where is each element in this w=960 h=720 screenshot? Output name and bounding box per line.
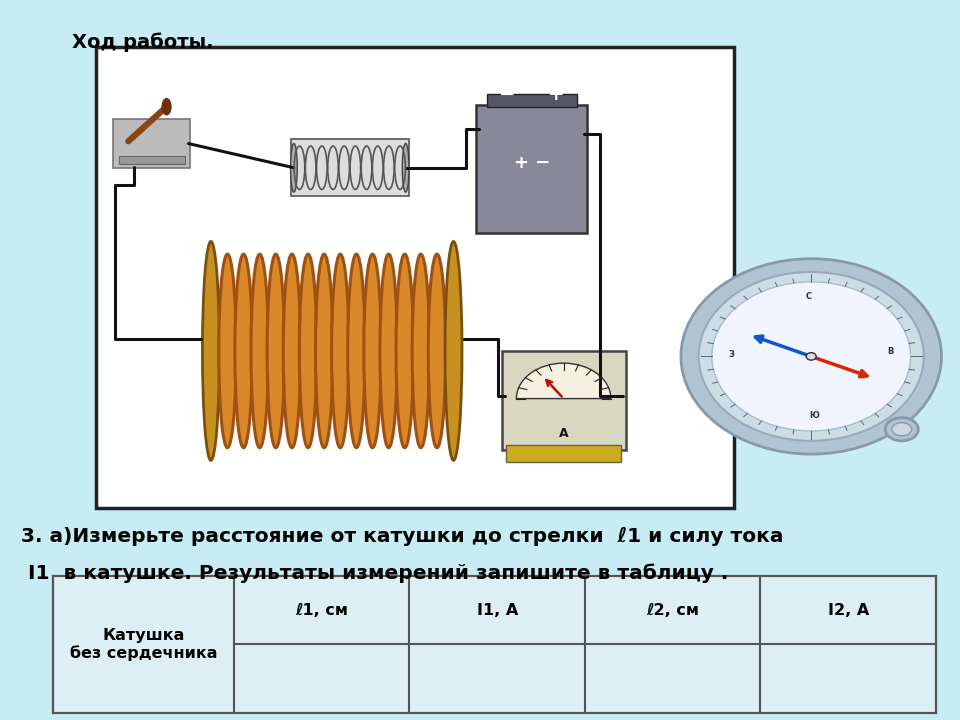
Ellipse shape bbox=[412, 254, 429, 448]
Ellipse shape bbox=[892, 423, 912, 436]
Ellipse shape bbox=[219, 254, 236, 448]
Bar bbox=[119, 156, 185, 164]
Text: Ю: Ю bbox=[809, 411, 819, 420]
Text: + −: + − bbox=[514, 153, 550, 171]
Circle shape bbox=[806, 353, 816, 360]
Ellipse shape bbox=[331, 254, 349, 448]
FancyBboxPatch shape bbox=[502, 351, 626, 450]
FancyBboxPatch shape bbox=[487, 94, 577, 107]
Text: +: + bbox=[548, 85, 564, 104]
Circle shape bbox=[699, 272, 924, 441]
Ellipse shape bbox=[402, 143, 409, 192]
Ellipse shape bbox=[300, 254, 317, 448]
Text: ℓ2, см: ℓ2, см bbox=[646, 603, 699, 618]
Ellipse shape bbox=[316, 254, 333, 448]
Wedge shape bbox=[516, 363, 611, 399]
Ellipse shape bbox=[445, 241, 462, 460]
Text: A: A bbox=[559, 427, 568, 440]
Ellipse shape bbox=[428, 254, 445, 448]
Ellipse shape bbox=[396, 254, 414, 448]
FancyBboxPatch shape bbox=[506, 445, 621, 462]
Text: Катушка
без сердечника: Катушка без сердечника bbox=[69, 628, 217, 661]
Ellipse shape bbox=[348, 254, 365, 448]
Circle shape bbox=[711, 282, 910, 431]
Ellipse shape bbox=[283, 254, 300, 448]
Text: I2, А: I2, А bbox=[828, 603, 869, 618]
Ellipse shape bbox=[885, 418, 919, 441]
Ellipse shape bbox=[364, 254, 381, 448]
FancyBboxPatch shape bbox=[96, 47, 734, 508]
Ellipse shape bbox=[267, 254, 284, 448]
Ellipse shape bbox=[162, 99, 171, 114]
Ellipse shape bbox=[235, 254, 252, 448]
Ellipse shape bbox=[251, 254, 269, 448]
Text: I1, А: I1, А bbox=[476, 603, 517, 618]
Text: С: С bbox=[805, 292, 811, 302]
FancyBboxPatch shape bbox=[291, 139, 409, 197]
Text: −: − bbox=[499, 85, 516, 104]
FancyBboxPatch shape bbox=[476, 104, 588, 233]
Text: Ход работы.: Ход работы. bbox=[72, 32, 214, 52]
Text: З: З bbox=[729, 350, 734, 359]
Text: 3. а)Измерьте расстояние от катушки до стрелки  ℓ1 и силу тока: 3. а)Измерьте расстояние от катушки до с… bbox=[21, 527, 783, 546]
Circle shape bbox=[681, 258, 942, 454]
Text: В: В bbox=[887, 347, 894, 356]
Ellipse shape bbox=[380, 254, 397, 448]
Ellipse shape bbox=[291, 143, 298, 192]
Text: ℓ1, см: ℓ1, см bbox=[295, 603, 348, 618]
FancyBboxPatch shape bbox=[53, 576, 936, 713]
Text: I1  в катушке. Результаты измерений запишите в таблицу .: I1 в катушке. Результаты измерений запиш… bbox=[21, 563, 729, 582]
Ellipse shape bbox=[203, 241, 220, 460]
FancyBboxPatch shape bbox=[113, 119, 190, 168]
